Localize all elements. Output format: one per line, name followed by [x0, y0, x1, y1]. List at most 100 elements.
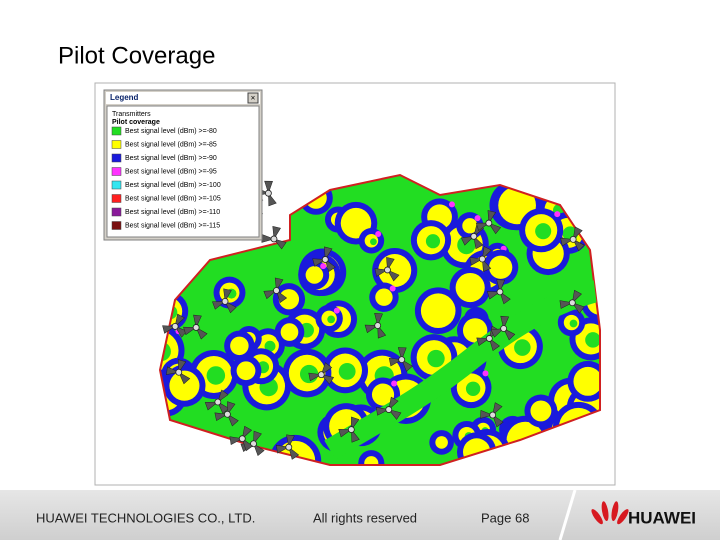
- sector: [488, 222, 502, 235]
- coverage-strong: [338, 362, 356, 380]
- sector: [338, 429, 353, 438]
- sector: [178, 371, 191, 385]
- sector: [386, 269, 400, 282]
- coverage-low: [474, 215, 481, 222]
- coverage-mid: [305, 266, 324, 284]
- sector: [224, 300, 237, 314]
- coverage-low: [320, 263, 327, 270]
- transmitter: [261, 226, 287, 250]
- site-dot: [192, 324, 200, 331]
- legend-label: Best signal level (dBm) >=-85: [125, 141, 217, 148]
- coverage-mid: [230, 336, 249, 356]
- coverage-low: [391, 380, 398, 387]
- coverage-mid: [420, 293, 456, 329]
- sector: [388, 409, 402, 420]
- site-dot: [385, 406, 393, 413]
- coverage-mid: [573, 366, 600, 396]
- sector: [264, 180, 273, 194]
- footer-brand: HUAWEI: [628, 508, 696, 527]
- coverage-mid: [489, 255, 513, 279]
- coverage-strong: [585, 332, 600, 348]
- site-dot: [273, 287, 280, 294]
- sector: [492, 414, 504, 428]
- site-dot: [214, 398, 222, 406]
- sector: [473, 235, 484, 250]
- site-dot: [175, 368, 183, 376]
- transmitter: [469, 246, 492, 272]
- legend-swatch: [111, 140, 122, 149]
- legend-swatch: [111, 180, 122, 190]
- site-dot: [374, 322, 382, 329]
- sector: [204, 401, 219, 411]
- close-button[interactable]: [247, 92, 259, 104]
- coverage-strong: [465, 381, 481, 396]
- site-dot: [485, 335, 493, 342]
- coverage-low: [554, 211, 561, 218]
- sector: [177, 359, 187, 374]
- sector: [490, 328, 505, 338]
- sector: [480, 410, 494, 419]
- sector: [263, 290, 278, 300]
- coverage-mid: [435, 436, 448, 449]
- transmitter: [338, 416, 360, 443]
- coverage-strong: [535, 223, 552, 240]
- site-dot: [384, 266, 391, 274]
- sector: [212, 301, 226, 310]
- coverage-low: [389, 285, 396, 292]
- sector: [227, 401, 236, 416]
- site-dot: [317, 371, 325, 379]
- transmitter: [475, 210, 502, 235]
- footer-company: HUAWEI TECHNOLOGIES CO., LTD.: [36, 510, 255, 525]
- transmitter: [388, 347, 413, 372]
- site-dot: [264, 189, 272, 197]
- sector: [320, 374, 335, 385]
- sector: [226, 413, 239, 427]
- sector: [351, 428, 360, 443]
- sector: [571, 289, 582, 304]
- coverage-strong: [370, 238, 377, 246]
- coverage-low: [375, 230, 382, 237]
- site-dot: [470, 232, 478, 240]
- site-dot: [221, 297, 229, 305]
- legend-layer: Pilot coverage: [112, 119, 160, 126]
- sector: [475, 222, 490, 231]
- legend-label: Best signal level (dBm) >=-115: [125, 222, 220, 229]
- sector: [253, 430, 262, 445]
- sector: [492, 402, 503, 416]
- coverage-low: [448, 201, 455, 208]
- sector: [572, 226, 583, 241]
- sector: [351, 416, 360, 431]
- site-dot: [485, 219, 493, 227]
- sector: [324, 258, 336, 273]
- legend-swatch: [111, 221, 122, 230]
- sector: [482, 258, 492, 272]
- sector: [374, 312, 383, 327]
- slide-title: Pilot Coverage: [58, 42, 215, 69]
- legend-window: Legend × Transmitters Pilot coverage Bes…: [103, 89, 263, 241]
- sector: [377, 324, 387, 339]
- transmitter: [308, 362, 335, 385]
- coverage-strong: [427, 349, 445, 368]
- sector: [460, 235, 475, 246]
- sector: [195, 326, 208, 340]
- coverage-strong: [327, 315, 335, 324]
- sector: [476, 337, 491, 347]
- legend-group: Transmitters: [112, 111, 151, 118]
- sector: [486, 291, 501, 300]
- transmitter: [374, 256, 400, 282]
- legend-title: Legend: [110, 93, 139, 102]
- sector: [174, 325, 188, 338]
- legend-label: Best signal level (dBm) >=-100: [125, 182, 221, 189]
- transmitter: [183, 314, 208, 340]
- transmitter: [486, 279, 511, 305]
- site-dot: [568, 299, 576, 307]
- coverage-low: [482, 370, 489, 377]
- sector: [241, 425, 253, 440]
- sector: [253, 443, 265, 456]
- coverage-strong: [425, 234, 441, 249]
- legend-label: Best signal level (dBm) >=-105: [125, 195, 221, 202]
- site-dot: [238, 435, 246, 443]
- coverage-mid: [278, 289, 300, 310]
- site-dot: [489, 411, 497, 419]
